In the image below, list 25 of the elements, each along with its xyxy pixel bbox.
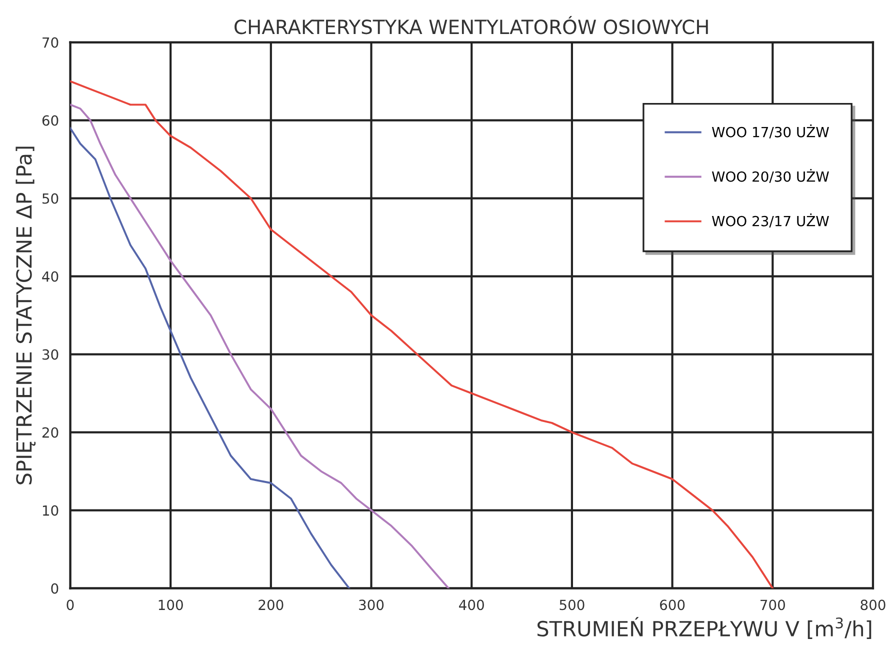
x-tick-label: 400	[459, 600, 484, 610]
x-axis-title: STRUMIEŃ PRZEPŁYWU V [m$^{3}$/h]	[537, 616, 872, 640]
y-tick-label: 10	[42, 505, 58, 516]
x-tick-label: 200	[258, 600, 284, 610]
line-series	[70, 104, 450, 588]
x-tick-label: 800	[860, 600, 886, 610]
y-tick-label: 50	[42, 193, 58, 204]
y-tick-label: 60	[42, 115, 58, 126]
line-series	[70, 127, 350, 588]
y-tick-label: 0	[51, 583, 58, 594]
y-tick-label: 20	[42, 427, 58, 438]
chart-title: CHARAKTERYSTYKA WENTYLATORÓW OSIOWYCH	[234, 16, 708, 34]
y-axis-title: SPIĘTRZENIE STATYCZNE ΔP [Pa]	[16, 146, 36, 484]
legend-label: WOO 23/17 UŻW	[712, 213, 829, 228]
x-tick-label: 0	[66, 600, 74, 610]
x-tick-label: 300	[359, 600, 384, 610]
legend-label: WOO 17/30 UŻW	[712, 124, 829, 138]
x-tick-label: 500	[560, 600, 584, 610]
y-tick-label: 70	[42, 37, 58, 48]
x-tick-label: 100	[158, 600, 183, 610]
y-tick-label: 30	[42, 349, 58, 360]
x-tick-label: 600	[660, 600, 685, 610]
legend-label: WOO 20/30 UŻW	[712, 168, 829, 183]
y-tick-label: 40	[42, 271, 58, 282]
x-tick-label: 700	[760, 600, 785, 610]
